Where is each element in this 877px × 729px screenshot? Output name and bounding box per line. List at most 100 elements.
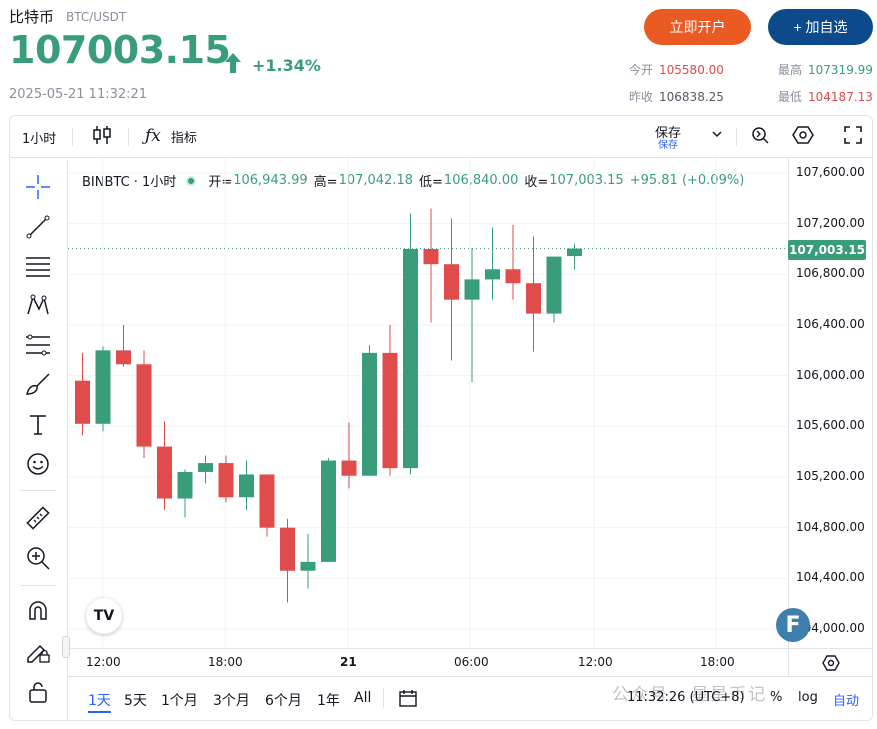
candle-body: [157, 446, 172, 499]
candle-style-icon[interactable]: [92, 124, 112, 146]
asset-pair: BTC/USDT: [66, 10, 127, 24]
range-bar-border: [68, 676, 872, 677]
candle-body: [177, 471, 193, 499]
lock-icon[interactable]: [22, 676, 54, 708]
candle-body: [239, 474, 254, 498]
calendar-icon[interactable]: [398, 688, 418, 712]
candle-body: [95, 350, 111, 424]
stat-high-label: 最高: [778, 63, 803, 77]
range-option[interactable]: 1个月: [161, 693, 198, 709]
emoji-icon[interactable]: [22, 448, 54, 480]
time-tick-label: 18:00: [208, 655, 243, 669]
toolbar-divider: [72, 128, 73, 146]
log-toggle[interactable]: log: [798, 690, 818, 705]
trend-line-icon[interactable]: [22, 211, 54, 243]
candle-body: [526, 283, 541, 314]
price-tick-label: 106,800.00: [796, 266, 865, 281]
range-option[interactable]: 5天: [124, 693, 147, 709]
chart-legend: BINBTC · 1小时 开= 106,943.99 高= 107,042.18 低…: [82, 171, 750, 190]
settings-gear-icon[interactable]: [792, 125, 814, 145]
candle-body: [341, 460, 357, 476]
range-option[interactable]: 3个月: [213, 693, 250, 709]
save-button[interactable]: 保存 保存: [655, 122, 681, 151]
draw-lock-icon[interactable]: [22, 635, 54, 667]
legend-low-value: 106,840.00: [443, 173, 519, 188]
range-option[interactable]: 6个月: [265, 693, 302, 709]
fib-retracement-icon[interactable]: [22, 329, 54, 361]
open-account-button[interactable]: 立即开户: [644, 9, 751, 45]
stat-high-value: 107319.99: [808, 63, 873, 77]
interval-selector[interactable]: 1小时: [22, 132, 57, 147]
candle-body: [300, 561, 316, 571]
price-axis-border: [788, 158, 789, 676]
up-arrow-icon: [224, 52, 242, 78]
candle-body: [382, 352, 398, 469]
percent-toggle[interactable]: %: [770, 690, 783, 705]
time-tick-label: 06:00: [454, 655, 489, 669]
candle-body: [136, 364, 152, 447]
legend-high-value: 107,042.18: [338, 173, 414, 188]
candle-body: [546, 256, 562, 314]
range-divider: [383, 688, 384, 708]
stat-open: 今开 105580.00: [629, 61, 724, 78]
candle-body: [198, 463, 213, 472]
candle-body: [423, 249, 439, 265]
chart-widget: [9, 115, 873, 721]
price-tick-label: 106,000.00: [796, 367, 865, 382]
candle-body: [567, 248, 582, 257]
candle-body: [485, 269, 500, 280]
pattern-icon[interactable]: [22, 289, 54, 321]
candlestick-chart[interactable]: [68, 158, 788, 648]
tradingview-logo[interactable]: TV: [86, 598, 122, 634]
text-tool-icon[interactable]: [22, 408, 54, 440]
stat-prev-close: 昨收 106838.25: [629, 88, 724, 105]
crosshair-icon[interactable]: [22, 171, 54, 203]
quote-timestamp: 2025-05-21 11:32:21: [9, 87, 148, 102]
price-tick-label: 104,800.00: [796, 519, 865, 534]
ruler-icon[interactable]: [22, 502, 54, 534]
chevron-down-icon[interactable]: [711, 128, 723, 140]
time-axis-border: [68, 648, 872, 649]
tools-divider: [20, 585, 56, 586]
price-tick-label: 105,600.00: [796, 418, 865, 433]
current-price: 107003.15: [9, 28, 231, 72]
zoom-in-icon[interactable]: [22, 542, 54, 574]
candle-body: [505, 269, 521, 284]
price-tick-label: 107,600.00: [796, 165, 865, 179]
legend-close-label: 收=: [524, 175, 549, 190]
indicators-button[interactable]: ƒx 指标: [145, 126, 197, 146]
stat-low: 最低 104187.13: [778, 88, 873, 105]
clock-display[interactable]: 11:32:26 (UTC+8): [627, 690, 745, 705]
toolbar-divider: [736, 128, 737, 146]
add-watchlist-button[interactable]: + 加自选: [768, 9, 873, 45]
legend-high-label: 高=: [313, 175, 338, 190]
candle-body: [403, 249, 418, 469]
magnet-icon[interactable]: [22, 595, 54, 627]
price-tick-label: 107,200.00: [796, 215, 865, 230]
toolbar-collapse-handle[interactable]: [62, 636, 70, 658]
stat-open-label: 今开: [629, 63, 654, 77]
market-status-icon: [186, 175, 197, 186]
stat-prev-close-value: 106838.25: [659, 90, 724, 104]
price-change-percent: +1.34%: [252, 56, 321, 75]
candle-body: [280, 527, 295, 571]
price-tick-label: 106,400.00: [796, 317, 865, 331]
horizontal-lines-icon[interactable]: [22, 250, 54, 282]
toolbar-divider: [128, 128, 129, 146]
range-option[interactable]: 1年: [317, 693, 340, 709]
range-option[interactable]: All: [354, 690, 372, 706]
quick-search-icon[interactable]: [750, 125, 770, 145]
auto-toggle[interactable]: 自动: [833, 694, 860, 709]
time-tick-label: 21: [340, 655, 357, 669]
axis-settings-icon[interactable]: [822, 654, 840, 676]
time-tick-label: 18:00: [700, 655, 735, 669]
f-badge-icon: F: [776, 608, 810, 642]
range-option[interactable]: 1天: [88, 690, 111, 713]
fullscreen-icon[interactable]: [843, 125, 863, 145]
candle-body: [116, 350, 131, 365]
last-price-tag: 107,003.15: [788, 240, 866, 260]
stat-open-value: 105580.00: [659, 63, 724, 77]
legend-symbol[interactable]: BINBTC · 1小时: [82, 175, 177, 190]
brush-icon[interactable]: [22, 368, 54, 400]
drawing-toolbar: [10, 160, 68, 720]
